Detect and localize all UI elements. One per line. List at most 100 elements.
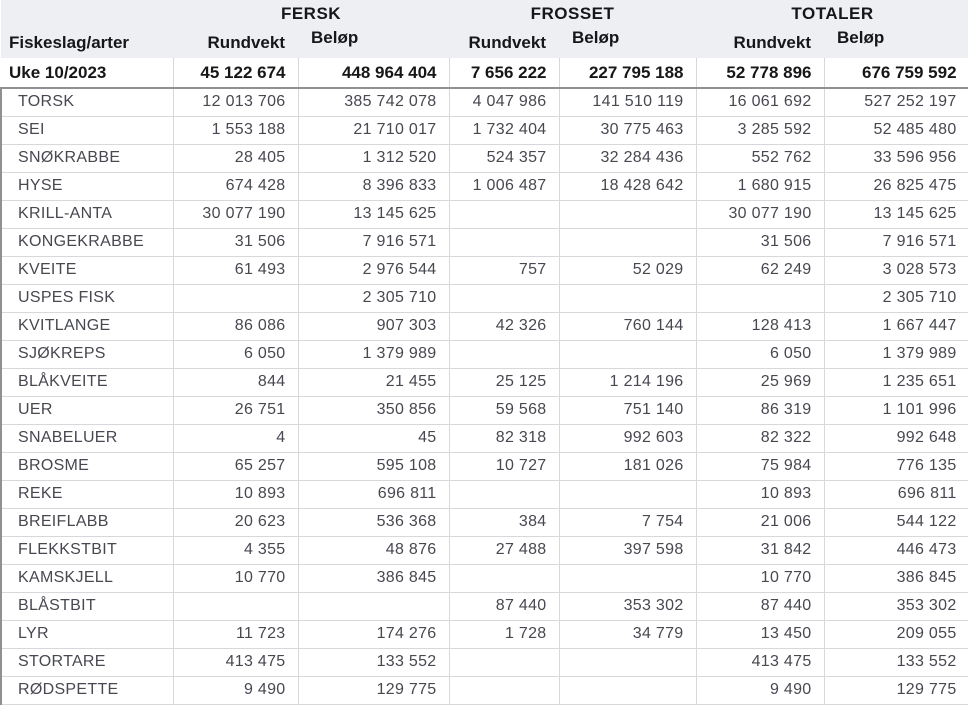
cell-totaler-rundvekt: 9 490 <box>695 675 825 705</box>
cell-fersk-rundvekt: 844 <box>172 367 298 396</box>
species-name: BREIFLABB <box>0 507 173 536</box>
table-row: BLÅSTBIT 87 440 353 302 87 440 353 302 <box>0 591 968 620</box>
cell-fersk-belop: 536 368 <box>297 507 449 536</box>
cell-frosset-belop: 141 510 119 <box>558 88 697 116</box>
cell-fersk-belop: 129 775 <box>297 675 449 705</box>
table-row: KAMSKJELL 10 770 386 845 10 770 386 845 <box>0 563 968 592</box>
cell-fersk-rundvekt: 10 893 <box>172 479 298 508</box>
table-row: BROSME 65 257 595 108 10 727 181 026 75 984 77… <box>0 451 968 480</box>
table-body: TORSK 12 013 706 385 742 078 4 047 986 141 5… <box>0 88 968 705</box>
table-header: FERSK FROSSET TOTALER Fiskeslag/arter Ru… <box>1 0 968 58</box>
table-row: KONGEKRABBE 31 506 7 916 571 31 506 7 916 57… <box>0 227 968 256</box>
column-header-fersk-rundvekt: Rundvekt <box>173 27 298 58</box>
cell-totaler-rundvekt: 6 050 <box>695 339 825 368</box>
cell-fersk-belop: 21 455 <box>297 367 449 396</box>
cell-frosset-belop: 181 026 <box>558 451 697 480</box>
cell-totaler-belop: 1 101 996 <box>823 395 968 424</box>
cell-frosset-rundvekt: 42 326 <box>448 311 559 340</box>
cell-totaler-rundvekt: 10 770 <box>695 563 825 592</box>
summary-fersk-belop: 448 964 404 <box>297 58 449 89</box>
cell-fersk-belop: 2 976 544 <box>297 255 449 284</box>
table-row: SEI 1 553 188 21 710 017 1 732 404 30 775 46… <box>0 115 968 144</box>
table-row: KVEITE 61 493 2 976 544 757 52 029 62 249 3 02… <box>0 255 968 284</box>
cell-fersk-rundvekt: 674 428 <box>172 171 298 200</box>
cell-totaler-rundvekt: 16 061 692 <box>695 88 825 116</box>
cell-fersk-rundvekt: 11 723 <box>172 619 298 648</box>
cell-totaler-belop: 353 302 <box>823 591 968 620</box>
species-name: FLEKKSTBIT <box>0 535 173 564</box>
group-header-fersk: FERSK <box>173 0 449 27</box>
cell-frosset-rundvekt <box>448 675 559 705</box>
cell-fersk-belop: 2 305 710 <box>297 283 449 312</box>
cell-totaler-belop: 527 252 197 <box>823 88 968 116</box>
cell-fersk-rundvekt: 30 077 190 <box>172 199 298 228</box>
species-name: UER <box>0 395 173 424</box>
cell-totaler-rundvekt: 62 249 <box>695 255 825 284</box>
cell-fersk-belop: 13 145 625 <box>297 199 449 228</box>
cell-totaler-rundvekt: 13 450 <box>695 619 825 648</box>
cell-frosset-belop: 7 754 <box>558 507 697 536</box>
cell-frosset-belop: 397 598 <box>558 535 697 564</box>
cell-fersk-rundvekt: 20 623 <box>172 507 298 536</box>
group-header-totaler: TOTALER <box>696 0 968 27</box>
cell-totaler-rundvekt <box>695 283 825 312</box>
cell-totaler-belop: 7 916 571 <box>823 227 968 256</box>
summary-totaler-rundvekt: 52 778 896 <box>695 58 825 89</box>
table-row: SNABELUER 4 45 82 318 992 603 82 322 992 648 <box>0 423 968 452</box>
cell-totaler-belop: 129 775 <box>823 675 968 705</box>
cell-frosset-rundvekt <box>448 479 559 508</box>
cell-fersk-rundvekt <box>172 591 298 620</box>
species-name: BLÅKVEITE <box>0 367 173 396</box>
cell-frosset-rundvekt: 27 488 <box>448 535 559 564</box>
cell-frosset-rundvekt: 4 047 986 <box>448 88 559 116</box>
species-name: KONGEKRABBE <box>0 227 173 256</box>
cell-fersk-belop: 350 856 <box>297 395 449 424</box>
table-row: KRILL-ANTA 30 077 190 13 145 625 30 077 190… <box>0 199 968 228</box>
cell-totaler-rundvekt: 31 506 <box>695 227 825 256</box>
cell-fersk-rundvekt: 86 086 <box>172 311 298 340</box>
cell-fersk-belop: 21 710 017 <box>297 115 449 144</box>
group-header-row: FERSK FROSSET TOTALER <box>1 0 968 27</box>
table-row: HYSE 674 428 8 396 833 1 006 487 18 428 642 1… <box>0 171 968 200</box>
species-name: BROSME <box>0 451 173 480</box>
species-name: BLÅSTBIT <box>0 591 173 620</box>
table-row: FLEKKSTBIT 4 355 48 876 27 488 397 598 31 842… <box>0 535 968 564</box>
table-row: REKE 10 893 696 811 10 893 696 811 <box>0 479 968 508</box>
cell-frosset-belop: 751 140 <box>558 395 697 424</box>
cell-frosset-belop <box>558 675 697 705</box>
cell-totaler-belop: 3 028 573 <box>823 255 968 284</box>
column-header-fersk-belop: Beløp <box>298 27 449 58</box>
cell-frosset-rundvekt: 25 125 <box>448 367 559 396</box>
cell-totaler-rundvekt: 86 319 <box>695 395 825 424</box>
cell-totaler-belop: 26 825 475 <box>823 171 968 200</box>
cell-frosset-belop <box>558 283 697 312</box>
species-name: USPES FISK <box>0 283 173 312</box>
species-name: SEI <box>0 115 173 144</box>
table-row: STORTARE 413 475 133 552 413 475 133 552 <box>0 647 968 676</box>
cell-totaler-belop: 696 811 <box>823 479 968 508</box>
cell-fersk-rundvekt: 31 506 <box>172 227 298 256</box>
cell-fersk-rundvekt: 65 257 <box>172 451 298 480</box>
table-row: SJØKREPS 6 050 1 379 989 6 050 1 379 989 <box>0 339 968 368</box>
cell-frosset-rundvekt: 82 318 <box>448 423 559 452</box>
cell-frosset-belop: 18 428 642 <box>558 171 697 200</box>
cell-frosset-rundvekt <box>448 283 559 312</box>
cell-frosset-rundvekt: 59 568 <box>448 395 559 424</box>
species-name: STORTARE <box>0 647 173 676</box>
cell-fersk-belop: 386 845 <box>297 563 449 592</box>
column-header-row: Fiskeslag/arter Rundvekt Beløp Rundvekt … <box>1 27 968 58</box>
cell-fersk-rundvekt: 413 475 <box>172 647 298 676</box>
table-row: LYR 11 723 174 276 1 728 34 779 13 450 209 055 <box>0 619 968 648</box>
cell-totaler-belop: 1 379 989 <box>823 339 968 368</box>
cell-totaler-belop: 133 552 <box>823 647 968 676</box>
cell-frosset-belop: 32 284 436 <box>558 143 697 172</box>
cell-frosset-belop <box>558 227 697 256</box>
table-row: KVITLANGE 86 086 907 303 42 326 760 144 128 4… <box>0 311 968 340</box>
cell-totaler-rundvekt: 30 077 190 <box>695 199 825 228</box>
cell-frosset-rundvekt <box>448 339 559 368</box>
cell-fersk-belop: 1 312 520 <box>297 143 449 172</box>
table-row: BREIFLABB 20 623 536 368 384 7 754 21 006 544 … <box>0 507 968 536</box>
cell-frosset-belop: 992 603 <box>558 423 697 452</box>
cell-frosset-rundvekt <box>448 227 559 256</box>
cell-totaler-rundvekt: 3 285 592 <box>695 115 825 144</box>
